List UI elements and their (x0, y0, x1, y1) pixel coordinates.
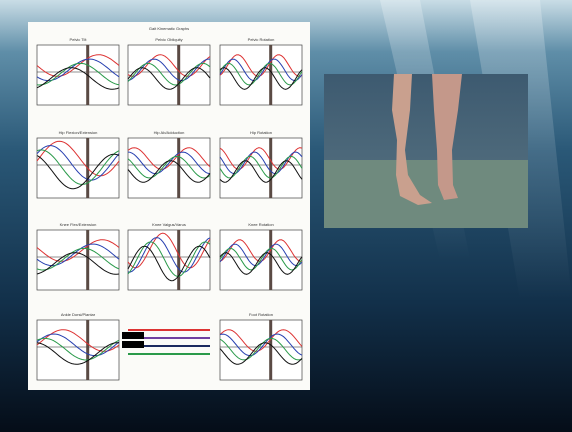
chart-title: Pelvic Rotation (248, 37, 275, 42)
mini-chart: Hip Ab/Adduction (128, 130, 210, 198)
toe-off-bar (86, 230, 89, 290)
mini-chart: Knee Rotation (220, 222, 302, 290)
mini-chart: Hip Flexion/Extension (37, 130, 119, 198)
chart-title: Knee Rotation (248, 222, 273, 227)
plot-frame (37, 320, 119, 380)
toe-off-bar (269, 230, 272, 290)
chart-title: Knee Flex/Extension (60, 222, 97, 227)
chart-title: Pelvic Obliquity (155, 37, 182, 42)
photo-floor (324, 160, 528, 228)
toe-off-bar (269, 138, 272, 198)
legend-swatch (122, 341, 144, 348)
plot-frame (128, 45, 210, 105)
legend-swatch (122, 332, 144, 339)
chart-title: Hip Flexion/Extension (59, 130, 98, 135)
slide: Gait Kinematic Graphs Pelvic Tilt Pelvic … (0, 0, 572, 432)
mini-chart: Pelvic Tilt (37, 37, 119, 105)
toe-off-bar (177, 230, 180, 290)
toe-off-bar (177, 45, 180, 105)
chart-title: Hip Ab/Adduction (154, 130, 185, 135)
video-frame (324, 74, 528, 228)
plot-frame (37, 45, 119, 105)
chart-title: Pelvic Tilt (70, 37, 88, 42)
report-title: Gait Kinematic Graphs (149, 26, 189, 31)
gait-report: Gait Kinematic Graphs Pelvic Tilt Pelvic … (28, 22, 310, 390)
toe-off-bar (269, 45, 272, 105)
toe-off-bar (269, 320, 272, 380)
toe-off-bar (86, 320, 89, 380)
toe-off-bar (177, 138, 180, 198)
plot-frame (128, 138, 210, 198)
mini-chart: Pelvic Obliquity (128, 37, 210, 105)
mini-chart: Ankle Dorsi/Plantar (37, 312, 119, 380)
chart-title: Ankle Dorsi/Plantar (61, 312, 96, 317)
chart-title: Knee Valgus/Varus (152, 222, 186, 227)
mini-chart: Knee Flex/Extension (37, 222, 119, 290)
chart-title: Foot Rotation (249, 312, 273, 317)
mini-chart: Pelvic Rotation (220, 37, 302, 105)
mini-chart: Hip Rotation (220, 130, 302, 198)
chart-title: Hip Rotation (250, 130, 272, 135)
plot-frame (37, 230, 119, 290)
mini-chart: Knee Valgus/Varus (128, 222, 210, 290)
page: {"slide": {"report_title": "Gait Kinemat… (0, 0, 572, 432)
mini-chart: Foot Rotation (220, 312, 302, 380)
